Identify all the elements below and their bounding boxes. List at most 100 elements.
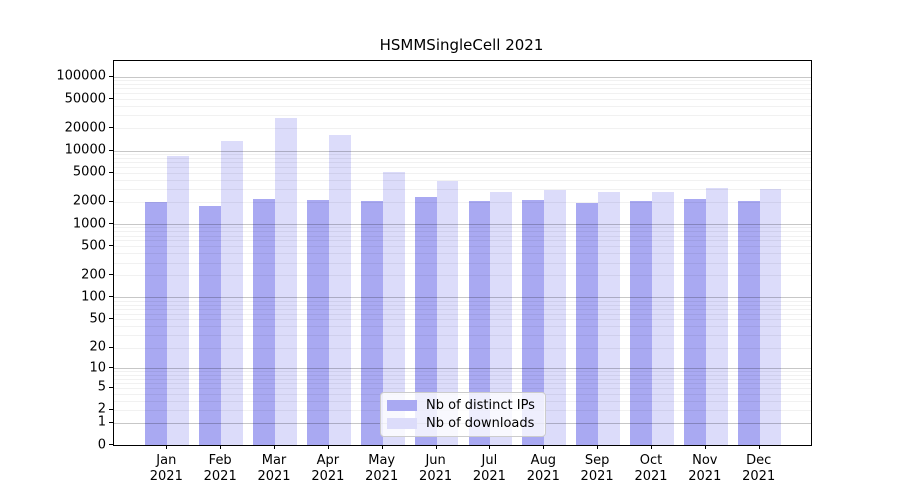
gridline-minor [114, 378, 811, 380]
chart-title: HSMMSingleCell 2021 [379, 36, 544, 54]
gridline-major [114, 150, 811, 152]
y-tick-label: 1 [97, 414, 106, 430]
y-tick [109, 223, 113, 225]
gridline-major [114, 297, 811, 299]
gridline-minor [114, 308, 811, 310]
bar-distinct-ips [145, 201, 168, 445]
gridline-minor [114, 262, 811, 264]
y-tick [109, 98, 113, 99]
x-tick [543, 445, 545, 449]
y-tick-label: 20000 [64, 120, 106, 136]
bar-downloads [759, 188, 782, 445]
bar-downloads [598, 191, 620, 445]
x-tick [381, 445, 383, 449]
x-tick [597, 445, 599, 449]
gridline-minor [114, 93, 811, 95]
x-tick-label: Dec 2021 [742, 453, 776, 484]
x-tick-label: Jun 2021 [419, 453, 453, 484]
x-tick [166, 445, 168, 449]
bar-distinct-ips [576, 202, 599, 445]
bar-downloads [221, 141, 244, 445]
gridline-minor [114, 99, 811, 100]
bar-downloads [490, 191, 513, 445]
x-tick-label: Oct 2021 [634, 453, 668, 484]
legend-swatch-downloads [387, 418, 417, 429]
gridline-minor [114, 319, 811, 321]
x-tick-label: Jan 2021 [149, 453, 183, 484]
legend-item-distinct-ips: Nb of distinct IPs [387, 398, 535, 413]
gridline-minor [114, 240, 811, 242]
y-tick-label: 50000 [64, 91, 106, 106]
gridline-minor [114, 80, 811, 82]
y-tick [109, 346, 113, 348]
y-tick [109, 200, 113, 202]
y-tick [109, 75, 113, 77]
x-tick [435, 445, 437, 449]
gridline-minor [114, 179, 811, 181]
y-tick-label: 2000 [72, 193, 106, 209]
gridline-minor [114, 128, 811, 130]
x-tick [220, 445, 222, 449]
y-tick [109, 149, 113, 151]
gridline-minor [114, 382, 811, 384]
bar-downloads [705, 187, 728, 445]
gridline-minor [114, 201, 811, 203]
y-tick-label: 50 [89, 311, 106, 327]
gridline-minor [114, 347, 811, 349]
gridline-minor [114, 153, 811, 155]
y-tick-label: 10 [89, 360, 106, 376]
gridline-minor [114, 161, 811, 163]
x-tick-label: May 2021 [365, 453, 399, 484]
y-tick-label: 0 [97, 437, 106, 452]
gridline-major [114, 368, 811, 370]
gridline-minor [114, 326, 811, 328]
bar-downloads [167, 155, 190, 445]
bar-distinct-ips [630, 200, 652, 445]
y-tick-label: 100 [81, 289, 106, 305]
x-tick [489, 445, 491, 449]
gridline-minor [114, 88, 811, 90]
y-tick [109, 386, 113, 388]
gridline-minor [114, 253, 811, 255]
gridline-minor [114, 335, 811, 337]
y-tick-label: 5000 [72, 164, 106, 180]
x-tick-label: Jul 2021 [472, 453, 506, 484]
y-tick-label: 200 [81, 267, 106, 283]
x-tick [704, 445, 706, 449]
bar-distinct-ips [414, 197, 437, 445]
legend-item-downloads: Nb of downloads [387, 416, 535, 431]
y-tick-label: 1000 [72, 216, 106, 232]
y-tick [109, 421, 113, 423]
gridline-minor [114, 313, 811, 315]
gridline-minor [114, 188, 811, 190]
gridline-minor [114, 84, 811, 85]
x-tick [651, 445, 652, 449]
bar-downloads [652, 191, 674, 445]
gridline-minor [114, 304, 811, 306]
gridline-minor [114, 246, 811, 248]
gridline-minor [114, 374, 811, 376]
y-tick-label: 10000 [64, 142, 106, 158]
x-tick-label: Sep 2021 [580, 453, 614, 484]
x-tick [758, 445, 760, 449]
gridline-minor [114, 231, 811, 233]
legend: Nb of distinct IPs Nb of downloads [380, 392, 546, 437]
y-tick [109, 127, 113, 129]
plot-area [113, 60, 812, 446]
bar-distinct-ips [683, 198, 706, 445]
gridline-minor [114, 115, 811, 117]
gridline-minor [114, 157, 811, 159]
bar-distinct-ips [253, 198, 275, 445]
gridline-minor [114, 227, 811, 229]
y-tick [109, 245, 113, 247]
y-tick [109, 444, 113, 445]
bar-distinct-ips [199, 206, 222, 445]
gridline-minor [114, 106, 811, 108]
gridline-minor [114, 371, 811, 373]
y-tick-label: 2 [97, 401, 106, 417]
y-tick-label: 500 [81, 238, 106, 254]
bar-downloads [275, 117, 297, 445]
bar-downloads [382, 171, 405, 445]
gridline-major [114, 224, 811, 226]
